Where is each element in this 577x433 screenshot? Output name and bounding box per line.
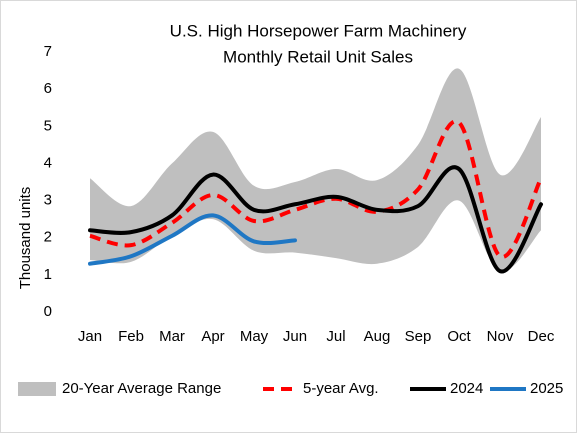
x-tick-label: Nov [487,328,514,345]
x-tick-label: Aug [364,328,391,345]
y-tick-label: 1 [44,266,52,283]
legend-label: 2024 [450,380,483,397]
x-tick-label: Jul [326,328,345,345]
x-tick-label: May [240,328,269,345]
y-tick-label: 5 [44,117,52,134]
legend-label: 2025 [530,380,563,397]
x-tick-label: Jan [78,328,102,345]
x-tick-label: Dec [528,328,555,345]
y-tick-label: 2 [44,229,52,246]
y-tick-label: 6 [44,80,52,97]
x-tick-label: Oct [447,328,471,345]
x-tick-label: Sep [405,328,432,345]
y-tick-label: 0 [44,303,52,320]
range-band [90,68,541,272]
y-tick-label: 4 [44,154,52,171]
series-line [88,213,297,266]
x-tick-label: Jun [283,328,307,345]
x-tick-label: Mar [159,328,185,345]
y-tick-label: 7 [44,43,52,60]
y-axis-label: Thousand units [17,187,34,290]
chart-title: U.S. High Horsepower Farm Machinery [170,21,467,40]
x-tick-label: Feb [118,328,144,345]
legend-label: 20-Year Average Range [62,380,221,397]
legend-swatch [18,382,56,396]
x-tick-label: Apr [201,328,224,345]
chart-subtitle: Monthly Retail Unit Sales [223,47,413,66]
y-tick-label: 3 [44,192,52,209]
series-line [88,165,543,274]
legend-label: 5-year Avg. [303,380,379,397]
